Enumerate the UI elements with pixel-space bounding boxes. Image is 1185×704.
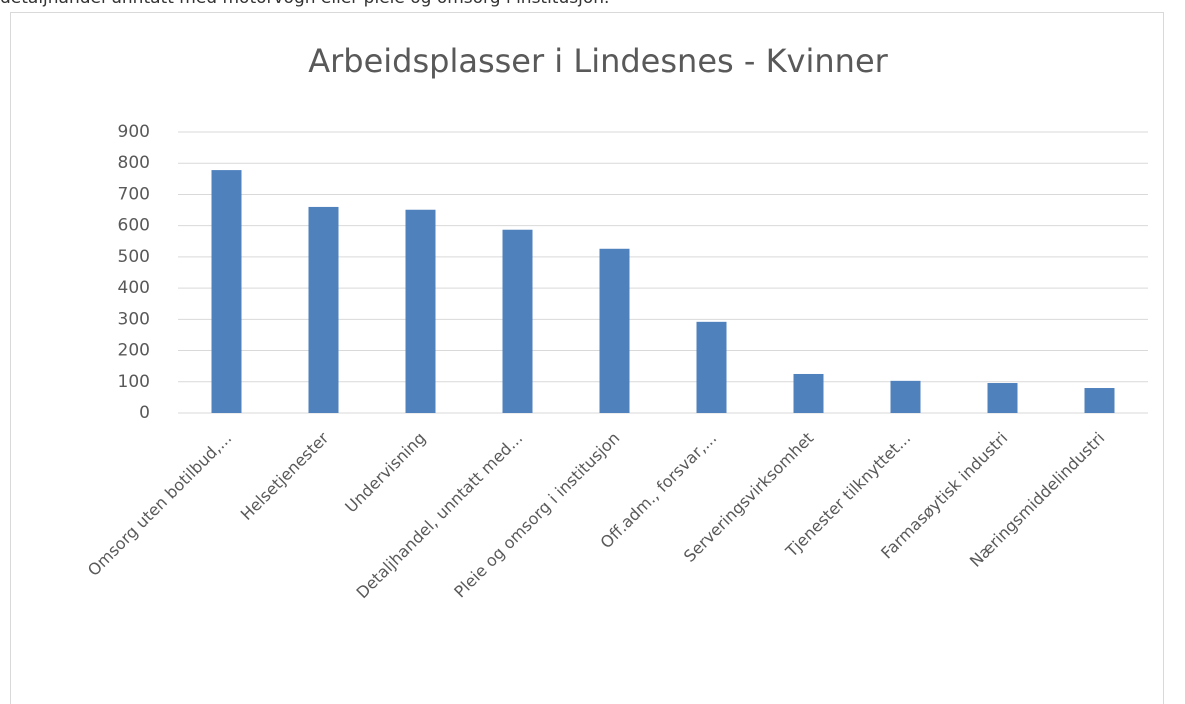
y-tick-label: 600 (118, 216, 150, 236)
bar (793, 373, 824, 413)
intro-text: detaljhandel unntatt med motorvogn eller… (0, 0, 609, 8)
y-tick-label: 400 (118, 278, 150, 298)
bar (1084, 388, 1115, 413)
bar (599, 248, 630, 413)
bar (211, 170, 242, 413)
bar (890, 380, 921, 413)
y-tick-label: 300 (118, 309, 150, 329)
y-tick-label: 700 (118, 184, 150, 204)
bar (502, 229, 533, 413)
bar (987, 383, 1018, 413)
chart-title: Arbeidsplasser i Lindesnes - Kvinner (308, 42, 888, 80)
y-tick-label: 900 (118, 122, 150, 142)
bar (405, 209, 436, 413)
bar (308, 206, 339, 413)
y-tick-label: 800 (118, 153, 150, 173)
bar (696, 321, 727, 413)
chart-frame (10, 12, 1164, 704)
y-tick-label: 0 (139, 403, 150, 423)
y-tick-label: 100 (118, 372, 150, 392)
y-tick-label: 500 (118, 247, 150, 267)
y-tick-label: 200 (118, 341, 150, 361)
